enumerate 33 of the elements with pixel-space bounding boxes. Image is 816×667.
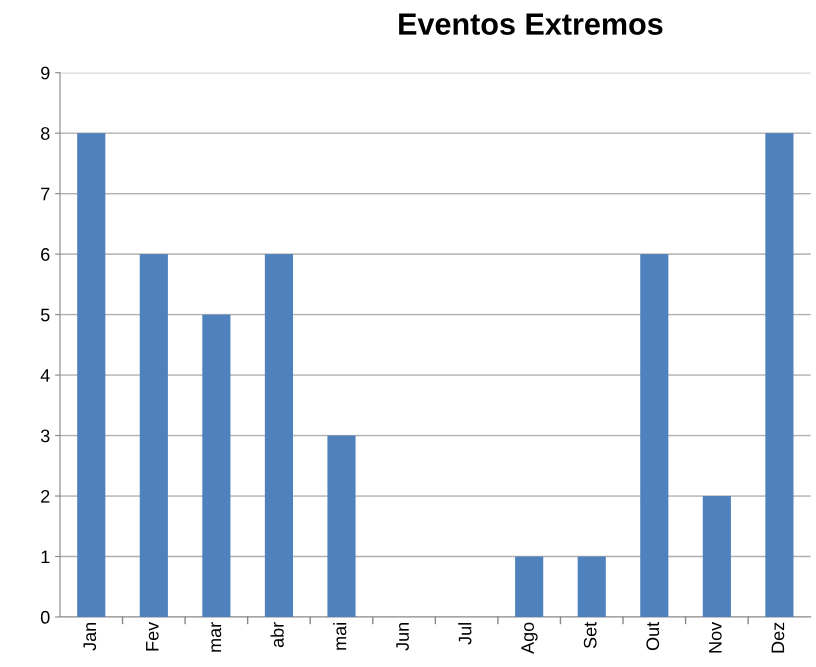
x-tick-label: Jan [84, 623, 96, 651]
bar [77, 133, 106, 617]
bar [202, 314, 230, 617]
x-tick-label: abr [270, 622, 284, 648]
y-tick-label: 0 [40, 610, 50, 624]
x-tick-label: Jun [396, 623, 409, 651]
x-tick-label: Ago [521, 622, 538, 654]
bar [702, 496, 731, 617]
bar [765, 133, 794, 617]
x-tick-label: mai [333, 623, 346, 650]
x-tick-label: mar [211, 622, 222, 652]
x-tick-label: Fev [146, 622, 159, 650]
bar [264, 254, 294, 617]
x-tick-label: Nov [709, 622, 722, 652]
bar [640, 254, 668, 617]
x-tick-label: Set [584, 622, 597, 648]
y-tick-label: 1 [42, 550, 50, 564]
x-tick-label: Jul [458, 623, 472, 645]
y-tick-label: 5 [40, 308, 50, 322]
bar [327, 436, 356, 617]
chart-title: Eventos Extremos [399, 14, 662, 35]
y-tick-label: 6 [41, 248, 50, 261]
bar [515, 556, 544, 617]
y-tick-label: 9 [41, 66, 50, 80]
y-tick-label: 8 [40, 127, 50, 140]
y-tick-label: 2 [41, 490, 50, 503]
bar [578, 556, 606, 617]
y-tick-label: 4 [40, 369, 50, 382]
x-tick-label: Out [646, 622, 660, 650]
y-tick-label: 3 [40, 429, 50, 442]
bar [140, 254, 168, 617]
x-tick-label: Dez [772, 622, 784, 652]
y-tick-label: 7 [41, 188, 50, 200]
